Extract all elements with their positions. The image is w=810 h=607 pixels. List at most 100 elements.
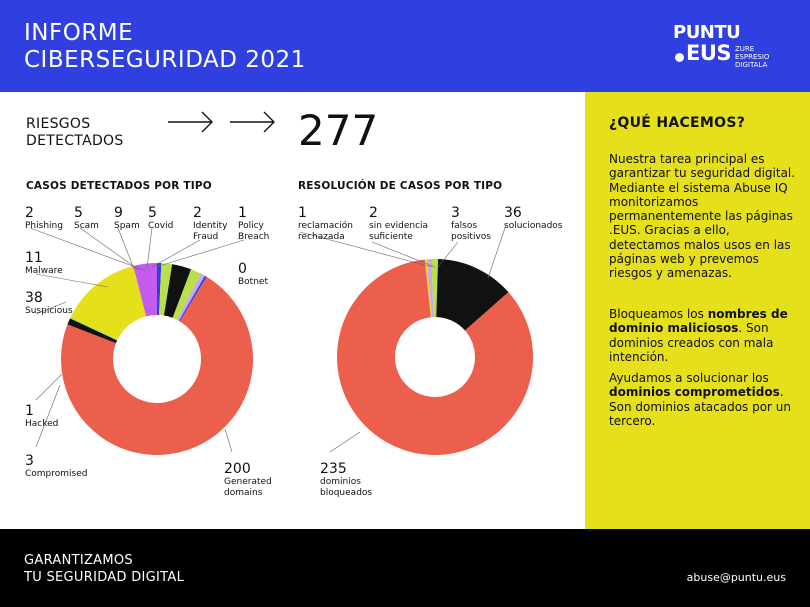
tagline-3: DIGITALA xyxy=(735,61,768,69)
callout-value: 2 xyxy=(193,205,202,221)
logo-dot xyxy=(675,53,684,62)
contact-email-link[interactable]: abuse@puntu.eus xyxy=(686,571,786,584)
sidebar-heading: ¿QUÉ HACEMOS? xyxy=(609,115,746,131)
callout-spam: 9 Spam xyxy=(114,205,140,232)
chart1-slice-covid xyxy=(172,269,202,320)
callout-label-2: rechazada xyxy=(298,232,345,242)
callout-value: 200 xyxy=(224,461,251,477)
leader-line xyxy=(35,373,63,401)
leader-line xyxy=(79,227,140,271)
p2-text: Bloqueamos los xyxy=(609,307,708,321)
leader-line xyxy=(487,224,507,279)
callout-compromised: 3 Compromised xyxy=(25,453,88,480)
callout-value: 3 xyxy=(451,205,460,221)
info-sidebar: ¿QUÉ HACEMOS? Nuestra tarea principal es… xyxy=(585,92,810,529)
leader-line xyxy=(437,241,459,268)
callout-value: 5 xyxy=(148,205,157,221)
logo-tagline: ZURE ESPRESIO DIGITALA xyxy=(735,45,795,69)
tagline-2: ESPRESIO xyxy=(735,53,770,61)
callout-label: sin evidencia xyxy=(369,221,429,231)
callout-suspicious: 38 Suspicious xyxy=(25,290,73,317)
leader-line xyxy=(35,301,67,315)
main-panel: RIESGOS DETECTADOS 277 CASOS DETECTADOS … xyxy=(0,92,585,529)
chart1-slice-generated-domains xyxy=(61,276,254,455)
leader-line xyxy=(29,227,147,272)
leader-line xyxy=(151,239,201,268)
callout-value: 5 xyxy=(74,205,83,221)
callout-generated-domains: 200 Generated domains xyxy=(224,461,272,499)
chart2-slice-solucionados xyxy=(436,259,509,331)
callout-value: 38 xyxy=(25,290,43,306)
callout-label: dominios xyxy=(320,477,361,487)
chart1-slice-hacked xyxy=(70,316,118,341)
p2-bold: nombres de dominio maliciosos xyxy=(609,307,788,336)
callout-hacked: 1 Hacked xyxy=(25,403,58,430)
callout-label: Covid xyxy=(148,221,174,231)
callout-label: Identity xyxy=(193,221,228,231)
callout-label: Policy xyxy=(238,221,264,231)
callout-label-2: bloqueados xyxy=(320,488,373,498)
p3-text-end: . Son dominios atacados por un tercero. xyxy=(609,385,792,428)
callout-label: reclamación xyxy=(298,221,353,231)
chart1-slice-policy-breach xyxy=(178,275,207,322)
callout-label: falsos xyxy=(451,221,478,231)
p3-bold: dominios comprometidos xyxy=(609,385,780,400)
callout-value: 1 xyxy=(238,205,247,221)
chart1-slice-malware xyxy=(133,263,157,317)
p2-text-end: . Son dominios creados con mala intenció… xyxy=(609,321,774,364)
chart2-slice-dominios-bloqueados xyxy=(337,259,533,455)
leader-line xyxy=(146,227,153,269)
callout-label: Hacked xyxy=(25,419,59,429)
chart1-slice-phishing xyxy=(157,263,162,316)
callout-phishing: 2 Phishing xyxy=(25,205,63,232)
sidebar-paragraph-2: Bloqueamos los nombres de dominio malici… xyxy=(609,307,797,364)
callout-value: 1 xyxy=(25,403,34,419)
total-risks: 277 xyxy=(298,106,379,155)
leader-line xyxy=(371,241,436,268)
slogan-line-1: GARANTIZAMOS xyxy=(24,553,133,568)
risks-label-1: RIESGOS xyxy=(26,116,91,132)
title-line-1: INFORME xyxy=(24,20,134,46)
callout-botnet: 0 Botnet xyxy=(238,261,268,288)
callout-label-2: Breach xyxy=(238,232,270,242)
callout-solucionados: 36 solucionados xyxy=(504,205,562,232)
sidebar-paragraph-1: Nuestra tarea principal es garantizar tu… xyxy=(609,152,796,281)
chart1-slice-compromised xyxy=(67,318,118,344)
callout-falsos-positivos: 3 falsos positivos xyxy=(451,205,491,243)
chart2-title: RESOLUCIÓN DE CASOS POR TIPO xyxy=(298,180,503,192)
callout-identity-fraud: 2 Identity Fraud xyxy=(193,205,228,243)
chart2-slice-reclamaci-n-rechazada xyxy=(424,259,432,318)
callout-label-2: Fraud xyxy=(193,232,219,242)
callout-label: Compromised xyxy=(25,469,88,479)
chart1-slice-identity-fraud xyxy=(177,273,205,321)
callout-label: Phishing xyxy=(25,221,63,231)
donut-charts xyxy=(29,224,533,455)
callout-covid: 5 Covid xyxy=(148,205,173,232)
leader-line xyxy=(35,273,109,288)
leader-line xyxy=(329,431,361,453)
callout-reclamacion: 1 reclamación rechazada xyxy=(298,205,353,243)
leader-line xyxy=(117,227,135,270)
callout-value: 36 xyxy=(504,205,522,221)
logo-text-2: EUS xyxy=(686,41,732,65)
callout-label: Botnet xyxy=(238,277,268,287)
leader-line xyxy=(35,384,61,448)
callout-label-2: domains xyxy=(224,488,263,498)
callout-policy-breach: 1 Policy Breach xyxy=(238,205,269,243)
callout-label: solucionados xyxy=(504,221,563,231)
arrows-icon xyxy=(168,111,275,133)
callout-value: 2 xyxy=(25,205,34,221)
tagline-1: ZURE xyxy=(735,45,755,53)
logo-text-1: PUNTU xyxy=(673,22,741,43)
chart1-slice-spam xyxy=(163,264,192,318)
callout-malware: 11 Malware xyxy=(25,250,63,277)
chart2-slice-sin-evidencia-suficiente xyxy=(426,259,434,318)
callout-value: 3 xyxy=(25,453,34,469)
callout-label: Suspicious xyxy=(25,306,73,316)
title-line-2: CIBERSEGURIDAD 2021 xyxy=(24,47,306,73)
leader-line xyxy=(155,239,245,268)
callout-dominios-bloqueados: 235 dominios bloqueados xyxy=(320,461,372,499)
p3-text: Ayudamos a solucionar los xyxy=(609,371,769,385)
risks-label: RIESGOS DETECTADOS xyxy=(26,116,156,150)
callout-value: 2 xyxy=(369,205,378,221)
